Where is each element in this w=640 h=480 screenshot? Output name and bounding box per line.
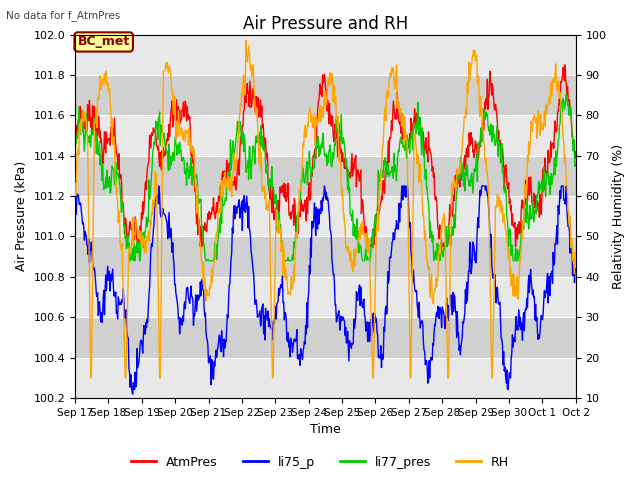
Bar xyxy=(75,115,576,156)
Y-axis label: Relativity Humidity (%): Relativity Humidity (%) xyxy=(612,144,625,289)
Legend: AtmPres, li75_p, li77_pres, RH: AtmPres, li75_p, li77_pres, RH xyxy=(126,451,514,474)
Bar xyxy=(75,156,576,196)
Bar xyxy=(75,196,576,237)
X-axis label: Time: Time xyxy=(310,423,340,436)
Text: BC_met: BC_met xyxy=(77,36,130,48)
Bar xyxy=(75,35,576,75)
Bar xyxy=(75,358,576,398)
Bar xyxy=(75,237,576,277)
Bar xyxy=(75,277,576,317)
Bar xyxy=(75,317,576,358)
Text: No data for f_AtmPres: No data for f_AtmPres xyxy=(6,10,121,21)
Bar xyxy=(75,75,576,115)
Title: Air Pressure and RH: Air Pressure and RH xyxy=(243,15,408,33)
Y-axis label: Air Pressure (kPa): Air Pressure (kPa) xyxy=(15,161,28,271)
